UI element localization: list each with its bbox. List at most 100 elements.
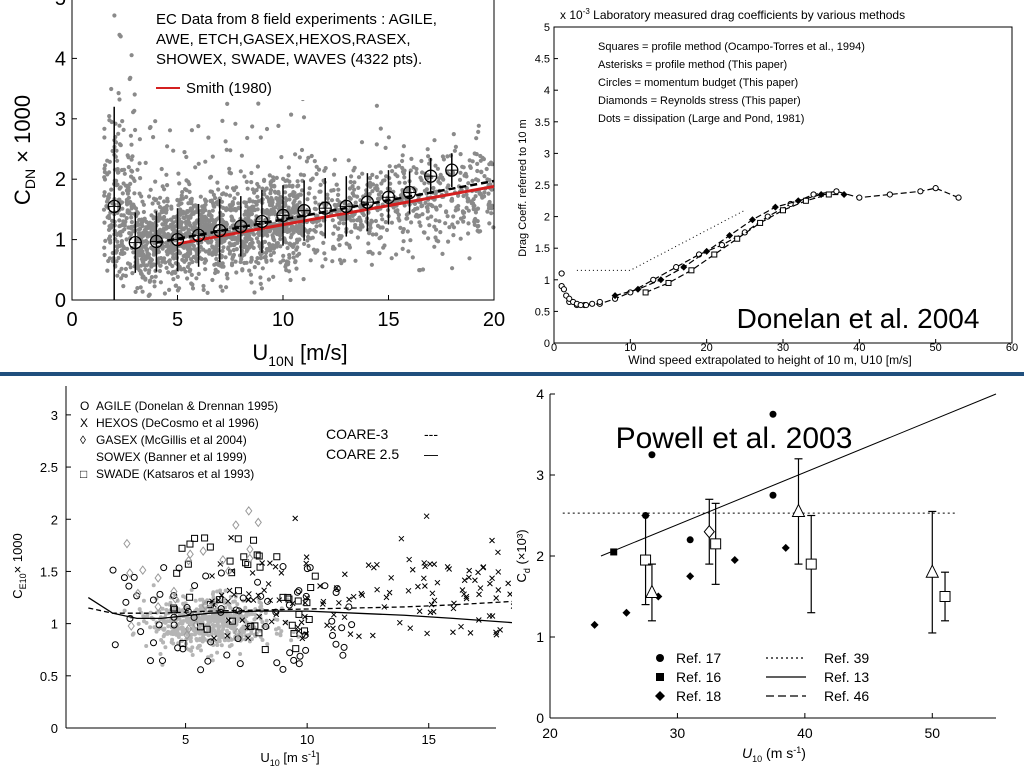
gasex-point <box>243 605 248 610</box>
scatter-point <box>131 250 136 255</box>
diamond-marker <box>748 216 756 224</box>
scatter-point <box>229 214 234 219</box>
hexos-marker <box>493 595 500 601</box>
hexos-marker <box>245 635 251 641</box>
gasex-point <box>215 650 220 655</box>
legend-symbol: O <box>80 399 89 413</box>
swade-marker <box>228 617 236 625</box>
scatter-point <box>468 164 473 169</box>
scatter-point <box>466 181 471 186</box>
hexos-marker <box>463 595 470 602</box>
scatter-point <box>482 174 487 179</box>
legend-symbol: ◊ <box>80 433 86 447</box>
hexos-marker <box>278 570 285 576</box>
hexos-marker <box>268 618 275 625</box>
scatter-point <box>318 189 323 194</box>
profile-triangle-marker <box>791 503 806 517</box>
scatter-point <box>269 211 275 216</box>
scatter-point <box>320 264 325 269</box>
scatter-point <box>402 175 407 180</box>
scatter-point <box>190 225 195 230</box>
gasex-point <box>249 637 254 642</box>
scatter-point <box>135 286 140 291</box>
profile-triangle-marker <box>645 584 659 598</box>
annotation-powell: Powell et al. 2003 <box>616 422 853 455</box>
scatter-point <box>395 208 400 213</box>
scatter-point <box>466 221 471 226</box>
scatter-point <box>473 216 478 222</box>
legend-smith-label: Smith (1980) <box>186 80 272 97</box>
scatter-point <box>224 236 229 241</box>
scatter-point <box>151 135 156 140</box>
scatter-point <box>453 144 458 149</box>
scatter-point <box>375 188 380 193</box>
dashed-curve <box>645 193 829 293</box>
scatter-point <box>215 202 220 207</box>
swade-marker <box>228 569 236 577</box>
gasex-diamond <box>210 600 219 611</box>
agile-marker <box>191 582 199 590</box>
scatter-point <box>240 268 245 273</box>
gasex-point <box>188 639 193 644</box>
scatter-point <box>314 164 319 169</box>
scatter-point <box>103 238 108 243</box>
gasex-point <box>218 588 223 593</box>
gasex-point <box>223 588 228 593</box>
scatter-point <box>249 280 254 285</box>
scatter-point <box>290 244 296 249</box>
scatter-point <box>160 222 165 227</box>
scatter-point <box>210 277 215 283</box>
scatter-point <box>102 245 107 250</box>
scatter-point <box>440 251 445 256</box>
scatter-point <box>141 252 146 257</box>
gasex-point <box>252 617 257 622</box>
scatter-point <box>456 193 461 198</box>
hexos-marker <box>477 585 484 591</box>
agile-marker <box>345 603 353 611</box>
scatter-point <box>446 239 451 244</box>
x-tick-label: 15 <box>377 309 399 331</box>
scatter-point <box>260 186 265 191</box>
scatter-point <box>104 199 110 204</box>
scatter-point <box>404 216 409 221</box>
scatter-point <box>137 227 142 232</box>
scatter-point <box>250 222 255 227</box>
scatter-point <box>146 254 151 259</box>
agile-marker <box>183 604 191 612</box>
scatter-point <box>119 266 124 271</box>
agile-marker <box>296 652 304 660</box>
scatter-point <box>224 285 229 290</box>
scatter-point <box>129 211 134 216</box>
y-tick-label: 3 <box>544 148 550 160</box>
scatter-point <box>102 126 107 131</box>
gasex-diamond <box>254 517 262 528</box>
gasex-point <box>220 632 225 636</box>
scatter-point <box>114 259 119 264</box>
scatter-point <box>255 164 260 169</box>
scatter-point <box>285 178 290 183</box>
scatter-point <box>173 270 178 275</box>
scatter-point <box>188 247 193 252</box>
scatter-point <box>167 258 172 263</box>
scatter-point <box>153 119 158 124</box>
circle-marker <box>673 264 680 271</box>
scatter-point <box>436 179 441 184</box>
scatter-point <box>189 272 194 277</box>
diamond-marker <box>703 247 711 255</box>
scatter-point <box>352 187 357 192</box>
scatter-point <box>361 212 366 218</box>
hexos-marker <box>303 554 310 560</box>
scatter-point <box>358 222 363 227</box>
scatter-point <box>176 203 181 208</box>
hexos-marker <box>225 598 231 605</box>
scatter-point <box>170 233 175 238</box>
swade-marker <box>294 597 302 605</box>
scatter-point <box>196 271 201 276</box>
hexos-marker <box>341 614 348 621</box>
ref18-marker <box>654 592 663 601</box>
scatter-point <box>171 248 176 253</box>
scatter-point <box>125 191 130 196</box>
scatter-point <box>285 245 290 251</box>
scatter-point <box>427 223 432 228</box>
scatter-point <box>487 162 492 167</box>
